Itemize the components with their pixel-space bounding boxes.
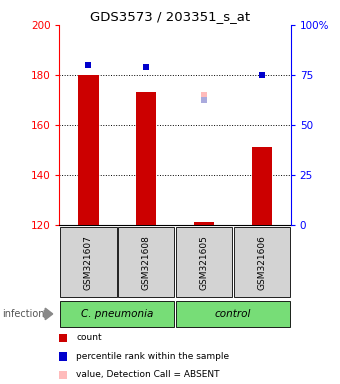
Point	[143, 64, 149, 70]
Text: GSM321608: GSM321608	[142, 235, 151, 290]
Text: control: control	[215, 309, 251, 319]
Bar	[176, 301, 290, 327]
Text: count: count	[76, 333, 102, 343]
Bar	[176, 227, 232, 297]
Bar	[78, 75, 99, 225]
Point	[259, 72, 265, 78]
Point	[201, 97, 207, 103]
Bar	[194, 222, 214, 225]
Bar	[252, 147, 272, 225]
Text: C. pneumonia: C. pneumonia	[81, 309, 153, 319]
Text: percentile rank within the sample: percentile rank within the sample	[76, 352, 230, 361]
Text: GDS3573 / 203351_s_at: GDS3573 / 203351_s_at	[90, 10, 250, 23]
Bar	[234, 227, 290, 297]
Point	[86, 62, 91, 68]
Bar	[60, 227, 117, 297]
Text: GSM321607: GSM321607	[84, 235, 93, 290]
Text: GSM321606: GSM321606	[257, 235, 266, 290]
Bar	[118, 227, 174, 297]
Text: value, Detection Call = ABSENT: value, Detection Call = ABSENT	[76, 370, 220, 379]
Text: GSM321605: GSM321605	[200, 235, 208, 290]
Point	[201, 92, 207, 98]
Text: infection: infection	[2, 309, 44, 319]
Bar	[60, 301, 174, 327]
Bar	[136, 92, 156, 225]
